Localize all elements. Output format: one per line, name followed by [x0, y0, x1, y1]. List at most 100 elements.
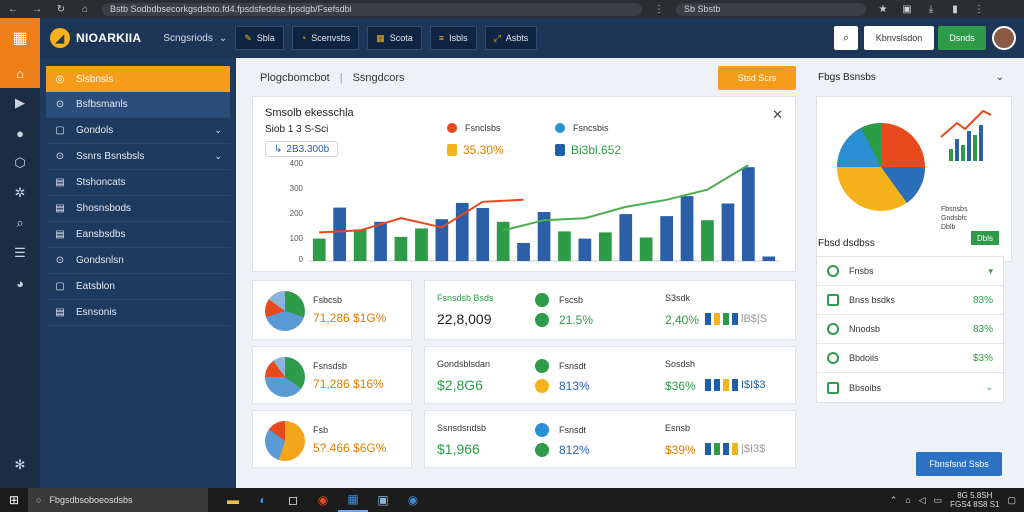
home-rail-icon[interactable]: ⌂: [0, 58, 40, 88]
header-button-5[interactable]: ⤢ Asbts: [484, 26, 538, 50]
bar-4[interactable]: [394, 236, 408, 261]
reload-icon[interactable]: ↻: [56, 3, 66, 15]
data-button[interactable]: Dsnds: [938, 26, 986, 50]
list-item[interactable]: Fnsbs ▾: [817, 257, 1003, 286]
tray-chevron-icon[interactable]: ⌃: [889, 494, 898, 505]
breadcrumb-item-0[interactable]: Plogcbomcbot: [260, 72, 330, 84]
menu-icon[interactable]: ⋮: [654, 3, 664, 15]
header-button-4[interactable]: ≡ Isbls: [429, 26, 477, 50]
photos-icon[interactable]: ▣: [377, 493, 389, 507]
sidebar-item-9[interactable]: ▤ Esnsonis: [46, 300, 230, 326]
kpi-detail-card-1[interactable]: Gondsblsdan $2,8G6 Fsnsdt 813% Sosdsh $3…: [424, 346, 796, 404]
kpi-card-2[interactable]: Fsb 5?.466 $6G%: [252, 410, 412, 468]
bar-18[interactable]: [680, 196, 694, 261]
bar-10[interactable]: [517, 243, 530, 261]
settings-icon[interactable]: ◉: [407, 493, 419, 507]
list-item[interactable]: Nnodsb 83%: [817, 315, 1003, 344]
bar-22[interactable]: [762, 256, 776, 262]
sidebar-item-8[interactable]: ▢ Eatsblon: [46, 274, 230, 300]
sidebar-item-1[interactable]: ⊙ Bsfbsmanls: [46, 92, 230, 118]
bar-2[interactable]: [353, 229, 367, 261]
app-window-icon[interactable]: ▦: [338, 488, 368, 512]
back-icon[interactable]: ←: [8, 3, 18, 15]
sidebar-item-6[interactable]: ▤ Eansbsdbs: [46, 222, 230, 248]
settings-rail-icon[interactable]: ✻: [14, 457, 26, 472]
header-button-3[interactable]: ▦ Scota: [367, 26, 422, 50]
bar-8[interactable]: [476, 208, 490, 261]
list-item[interactable]: Bbsoibs ⌄: [817, 373, 1003, 402]
header-button-2[interactable]: ◔ Scenvsbs: [291, 26, 360, 50]
palette-rail-icon[interactable]: ◕: [16, 275, 24, 291]
taskbar-search[interactable]: ○ Fbgsdbsoboeosdsbs: [28, 488, 208, 512]
gear-rail-icon[interactable]: ✲: [14, 185, 26, 200]
list-item[interactable]: Bnss bsdks 83%: [817, 286, 1003, 315]
windows-start-icon[interactable]: ⊞: [8, 493, 20, 507]
sidebar-item-0[interactable]: ◎ Slsbnsls: [46, 66, 230, 92]
search-icon[interactable]: ⌕: [834, 26, 858, 50]
notification-center-icon[interactable]: ▢: [1007, 494, 1016, 505]
bar-0[interactable]: [312, 238, 326, 261]
app-logo[interactable]: ◢ NIOARKIIA: [50, 28, 141, 48]
kpi-detail-card-2[interactable]: Ssnsdsndsb $1,966 Fsnsdt 812% Esnsb $39%…: [424, 410, 796, 468]
store-icon[interactable]: ◻: [288, 493, 298, 507]
app-grid-icon[interactable]: ▦: [0, 18, 40, 58]
coin-rail-icon[interactable]: ●: [16, 125, 24, 141]
sidebar-item-2[interactable]: ▢ Gondols ⌄: [46, 118, 230, 144]
kpi-card-1[interactable]: Fsnsdsb 71,286 $16%: [252, 346, 412, 404]
bar-20[interactable]: [721, 203, 735, 262]
legend-item-1[interactable]: Fsncsbis: [555, 123, 609, 133]
bar-14[interactable]: [599, 232, 612, 261]
bar-13[interactable]: [578, 238, 592, 261]
bar-12[interactable]: [558, 231, 571, 261]
search-rail-icon[interactable]: ⌕: [16, 215, 24, 230]
bar-6[interactable]: [435, 219, 449, 261]
scenario-dropdown[interactable]: Scngsriods ⌄: [163, 33, 227, 44]
edge-icon[interactable]: ◐: [259, 493, 267, 507]
address-bar[interactable]: Bstb Sodbdbsecorkgsdsbto.fd4.fpsdsfeddse…: [102, 2, 642, 16]
bar-21[interactable]: [742, 167, 755, 261]
sidebar-item-7[interactable]: ⊙ Gondsnlsn: [46, 248, 230, 274]
bar-17[interactable]: [660, 216, 673, 261]
bar-3[interactable]: [374, 221, 387, 261]
star-icon[interactable]: ★: [878, 3, 888, 15]
more-icon[interactable]: ⋮: [974, 3, 984, 15]
footer-action-button[interactable]: Fbnsfsnd Ssbs: [916, 452, 1002, 476]
sidebar-item-4[interactable]: ▤ Stshoncats: [46, 170, 230, 196]
clock[interactable]: 8G 5.8SH FGS4 8S8 S1: [950, 491, 999, 509]
volume-icon[interactable]: ◁: [918, 494, 926, 505]
extension-icon[interactable]: ▣: [902, 3, 912, 15]
kpi-card-0[interactable]: Fsbcsb 71,286 $1G%: [252, 280, 412, 340]
bar-5[interactable]: [415, 228, 428, 261]
home-icon[interactable]: ⌂: [81, 3, 89, 15]
battery-icon[interactable]: ▭: [933, 494, 943, 505]
bar-9[interactable]: [496, 221, 510, 261]
bar-1[interactable]: [333, 207, 346, 261]
kpi-detail-card-0[interactable]: Fsnsdsb Bsds 22,8,009 Fscsb 21.5% S3sdk …: [424, 280, 796, 340]
chrome-icon[interactable]: ◉: [317, 493, 329, 507]
breadcrumb-item-1[interactable]: Ssngdcors: [352, 72, 405, 84]
notifications-button[interactable]: Kbnvslsdon: [864, 26, 934, 50]
chevron-down-icon[interactable]: ⌄: [995, 72, 1004, 83]
download-icon[interactable]: ⤓: [928, 3, 934, 15]
forward-icon[interactable]: →: [32, 3, 42, 15]
bar-19[interactable]: [701, 220, 714, 261]
pie-data-button[interactable]: Dbls: [971, 231, 999, 245]
bar-11[interactable]: [537, 212, 551, 261]
legend-item-0[interactable]: Fsnclsbs: [447, 123, 501, 133]
list-item[interactable]: Bbdoils $3%: [817, 344, 1003, 373]
close-icon[interactable]: ✕: [772, 107, 783, 122]
browser-search-input[interactable]: Sb Sbstb: [676, 2, 866, 16]
sidebar-item-5[interactable]: ▤ Shosnsbods: [46, 196, 230, 222]
bookmark-icon[interactable]: ▮: [952, 3, 958, 15]
sidebar-item-3[interactable]: ⊙ Ssnrs Bsnsbsls ⌄: [46, 144, 230, 170]
bar-16[interactable]: [639, 237, 653, 262]
header-button-1[interactable]: ✎ Sbla: [235, 26, 284, 50]
list-rail-icon[interactable]: ☰: [14, 245, 26, 260]
chart-value-pill[interactable]: ↳ 2B3.300b: [265, 141, 339, 157]
chart-rail-icon[interactable]: ▶: [15, 95, 25, 110]
cube-rail-icon[interactable]: ⬡: [14, 155, 26, 170]
network-icon[interactable]: ⌂: [905, 495, 911, 505]
file-explorer-icon[interactable]: ▬: [227, 493, 239, 507]
export-button[interactable]: Stsd Scrs: [718, 66, 796, 90]
avatar[interactable]: [992, 26, 1016, 50]
